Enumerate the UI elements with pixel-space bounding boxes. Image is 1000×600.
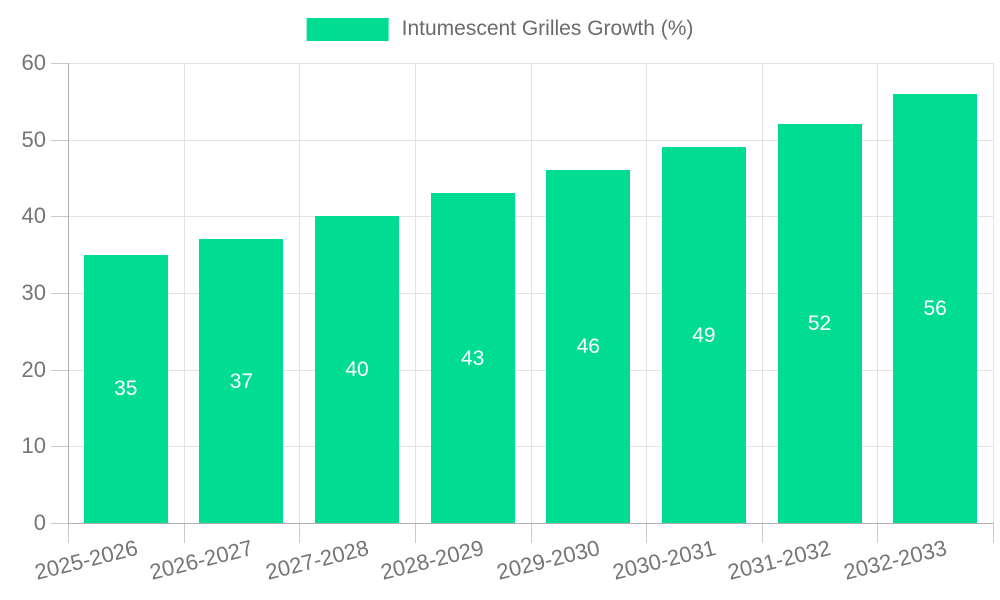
x-axis-tick bbox=[299, 523, 300, 543]
gridline-horizontal bbox=[68, 216, 993, 218]
bar[interactable]: 37 bbox=[199, 239, 284, 523]
legend-label: Intumescent Grilles Growth (%) bbox=[401, 17, 694, 40]
y-axis-tick-label: 30 bbox=[21, 280, 46, 305]
y-axis-tick-label: 20 bbox=[21, 356, 46, 382]
y-axis-tick bbox=[51, 216, 68, 218]
x-axis-tick bbox=[184, 523, 185, 543]
x-axis-tick bbox=[415, 523, 416, 543]
bar[interactable]: 43 bbox=[430, 193, 515, 523]
x-axis-tick-label: 2028-2029 bbox=[378, 535, 487, 585]
x-axis-tick bbox=[877, 523, 878, 543]
bar-value-label: 49 bbox=[692, 323, 716, 347]
gridline-vertical bbox=[531, 63, 532, 523]
y-axis-tick bbox=[51, 63, 68, 64]
bar-value-label: 35 bbox=[114, 377, 138, 401]
y-axis-tick-label: 0 bbox=[33, 510, 46, 535]
legend-swatch-icon bbox=[306, 17, 389, 41]
gridline-vertical bbox=[877, 63, 878, 523]
y-axis-tick bbox=[51, 523, 68, 524]
bar-value-label: 56 bbox=[923, 296, 947, 320]
bar-value-label: 52 bbox=[807, 312, 832, 336]
y-axis-tick bbox=[51, 446, 68, 448]
x-axis-line bbox=[68, 523, 993, 524]
gridline-vertical bbox=[993, 63, 994, 523]
y-axis-line bbox=[68, 63, 69, 523]
x-axis-tick bbox=[531, 523, 532, 543]
bar[interactable]: 40 bbox=[315, 216, 400, 523]
bar[interactable]: 49 bbox=[661, 147, 746, 523]
y-axis-tick bbox=[51, 369, 68, 371]
x-axis-tick bbox=[993, 523, 994, 543]
bar[interactable]: 35 bbox=[83, 254, 168, 523]
x-axis-tick bbox=[762, 523, 763, 543]
bar-value-label: 46 bbox=[576, 335, 600, 359]
x-axis-tick-label: 2031-2032 bbox=[725, 535, 834, 585]
x-axis-tick-label: 2030-2031 bbox=[609, 535, 718, 585]
gridline-vertical bbox=[415, 63, 416, 523]
x-axis-tick-label: 2026-2027 bbox=[147, 535, 256, 585]
bar-value-label: 40 bbox=[345, 358, 369, 382]
gridline-horizontal bbox=[68, 63, 993, 64]
y-axis-tick-label: 10 bbox=[21, 433, 46, 459]
gridline-horizontal bbox=[68, 293, 993, 294]
x-axis-tick-label: 2027-2028 bbox=[262, 535, 372, 585]
x-axis-tick-label: 2025-2026 bbox=[31, 535, 140, 585]
plot-area: 0 10 20 30 40 50 60 35 37 40 43 46 49 52 56 2025-2026 20… bbox=[22, 50, 994, 585]
legend[interactable]: Intumescent Grilles Growth (%) bbox=[306, 17, 694, 41]
x-axis-tick bbox=[646, 523, 647, 543]
bar-value-label: 43 bbox=[461, 346, 485, 370]
gridline-horizontal bbox=[68, 139, 993, 141]
bar[interactable]: 56 bbox=[893, 93, 978, 523]
y-axis-tick-label: 40 bbox=[21, 203, 46, 229]
y-axis-tick-label: 50 bbox=[21, 126, 46, 152]
y-axis-tick bbox=[51, 293, 68, 294]
bar[interactable]: 46 bbox=[546, 170, 631, 523]
x-axis-tick-label: 2029-2030 bbox=[494, 535, 603, 585]
x-axis-tick bbox=[68, 523, 69, 543]
bar-value-label: 37 bbox=[229, 369, 254, 393]
y-axis-tick-label: 60 bbox=[21, 50, 46, 75]
bar[interactable]: 52 bbox=[777, 124, 862, 523]
gridline-horizontal bbox=[68, 446, 993, 448]
gridline-vertical bbox=[762, 63, 763, 523]
x-axis-tick-label: 2032-2033 bbox=[841, 535, 950, 585]
gridline-horizontal bbox=[68, 369, 993, 371]
y-axis-tick bbox=[51, 139, 68, 141]
gridline-vertical bbox=[184, 63, 185, 523]
gridline-vertical bbox=[646, 63, 647, 523]
gridline-vertical bbox=[299, 63, 300, 523]
